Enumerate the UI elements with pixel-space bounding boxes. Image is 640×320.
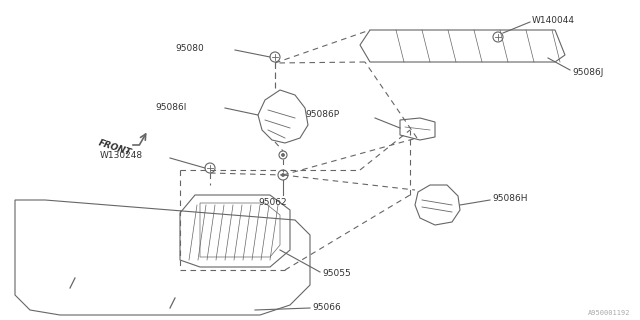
Text: 95086P: 95086P	[305, 109, 339, 118]
Text: 95080: 95080	[175, 44, 204, 52]
Text: W140044: W140044	[532, 15, 575, 25]
Text: FRONT: FRONT	[97, 139, 132, 157]
Text: 95086I: 95086I	[155, 102, 186, 111]
Circle shape	[282, 154, 284, 156]
Text: W130248: W130248	[100, 150, 143, 159]
Text: A950001192: A950001192	[588, 310, 630, 316]
Text: 95055: 95055	[322, 269, 351, 278]
Text: 95062: 95062	[258, 197, 287, 206]
Circle shape	[282, 174, 284, 176]
Text: 95086H: 95086H	[492, 194, 527, 203]
Text: 95066: 95066	[312, 303, 340, 313]
Text: 95086J: 95086J	[572, 68, 604, 76]
